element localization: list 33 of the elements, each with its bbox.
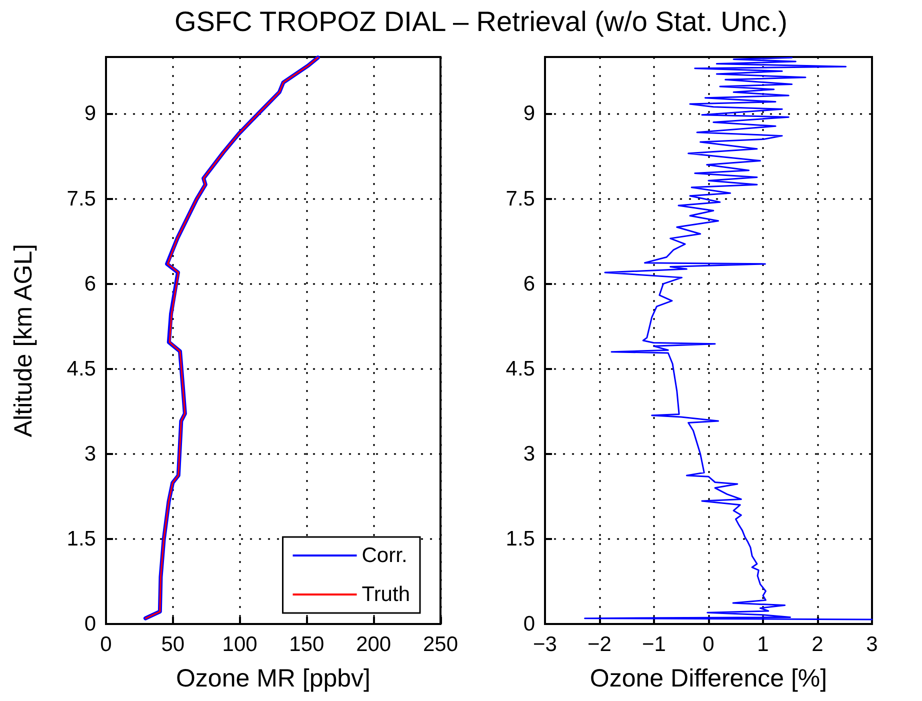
- y-tick-label: 0: [84, 612, 96, 636]
- legend-label: Truth: [362, 583, 410, 606]
- y-tick-label: 0: [523, 612, 535, 636]
- x-tick-label: 2: [812, 633, 824, 656]
- y-tick-label: 9: [84, 102, 96, 126]
- y-tick-label: 9: [523, 102, 535, 126]
- y-tick-label: 4.5: [66, 357, 96, 380]
- x-tick-label: −2: [588, 633, 612, 656]
- x-tick-label: −3: [533, 633, 557, 656]
- x-tick-label: 0: [100, 633, 112, 656]
- x-tick-label: −1: [642, 633, 666, 656]
- x-axis-title: Ozone Difference [%]: [590, 664, 828, 692]
- y-tick-label: 4.5: [506, 357, 535, 380]
- y-axis-title: Altitude [km AGL]: [10, 244, 38, 438]
- x-tick-label: 100: [222, 633, 258, 656]
- legend-label: Corr.: [362, 544, 408, 567]
- y-tick-label: 6: [84, 272, 96, 296]
- x-tick-label: 150: [289, 633, 324, 656]
- x-tick-label: 0: [702, 633, 714, 656]
- y-tick-label: 3: [84, 442, 96, 466]
- y-tick-label: 7.5: [66, 187, 96, 210]
- x-tick-label: 200: [356, 633, 392, 656]
- chart-title: GSFC TROPOZ DIAL – Retrieval (w/o Stat. Unc.): [173, 6, 789, 38]
- y-tick-label: 6: [523, 272, 535, 296]
- x-axis-title: Ozone MR [ppbv]: [176, 664, 371, 692]
- y-tick-label: 1.5: [66, 527, 96, 550]
- y-tick-label: 7.5: [506, 187, 535, 210]
- x-tick-label: 1: [757, 633, 769, 656]
- x-tick-label: 50: [161, 633, 185, 656]
- x-tick-label: 250: [422, 633, 458, 656]
- x-tick-label: 3: [866, 633, 878, 656]
- y-tick-label: 3: [523, 442, 535, 466]
- y-tick-label: 1.5: [506, 527, 535, 550]
